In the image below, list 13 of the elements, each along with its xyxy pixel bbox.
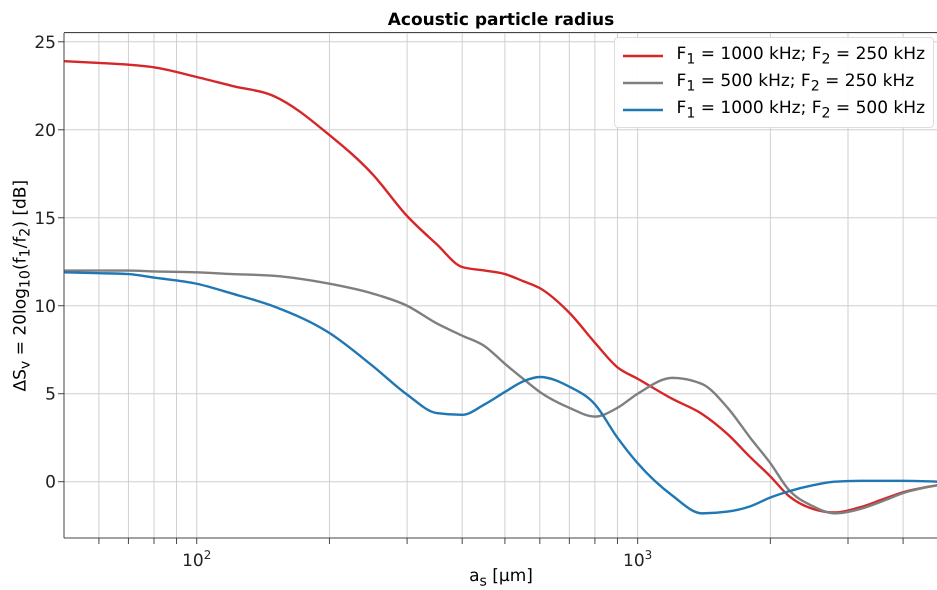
y-tick-label: 15: [34, 208, 56, 229]
x-tick-label: 10$^{2}$: [182, 548, 212, 571]
legend-label: F$_{1}$ = 1000 kHz; F$_{2}$ = 500 kHz: [676, 98, 925, 122]
x-tick-label: 10$^{3}$: [623, 548, 652, 571]
x-axis-title: a$_{s}$ [μm]: [469, 566, 533, 590]
y-tick-label: 20: [34, 120, 56, 141]
y-tick-label: 0: [45, 472, 56, 493]
chart-title: Acoustic particle radius: [386, 10, 616, 30]
y-tick-label: 10: [34, 296, 56, 317]
y-tick-label: 25: [34, 32, 56, 53]
legend-label: F$_{1}$ = 500 kHz; F$_{2}$ = 250 kHz: [676, 70, 914, 94]
y-tick-label: 5: [45, 384, 56, 405]
legend-label: F$_{1}$ = 1000 kHz; F$_{2}$ = 250 kHz: [676, 44, 925, 68]
